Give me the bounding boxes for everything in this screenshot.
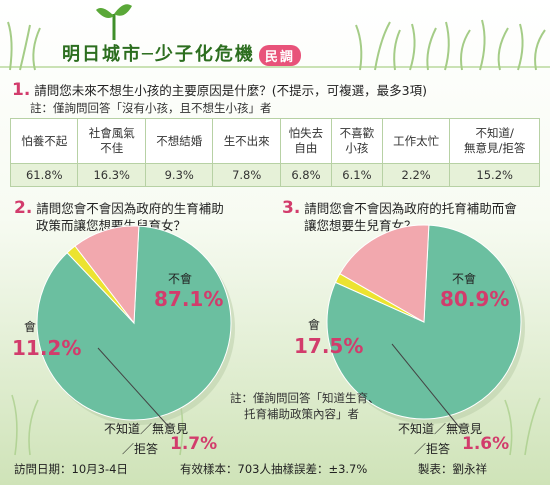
q1-table-header-2: 不想結婚 bbox=[144, 118, 214, 164]
q1-text: 請問您未來不想生小孩的主要原因是什麼？(不提示，可複選，最多3項) bbox=[34, 83, 427, 98]
q1-table-header-text: 不喜歡 bbox=[339, 126, 375, 140]
q1-table-header-6: 工作太忙 bbox=[381, 118, 451, 164]
q1-table-value-3: 7.8% bbox=[212, 163, 281, 187]
q1-table: 怕養不起 社會風氣 不佳 不想結婚 生不出來 怕失去 自由 不喜歡 小孩 工作太忙 不知道/無意見/… bbox=[9, 118, 540, 187]
q1-table-header-3: 生不出來 bbox=[212, 118, 281, 164]
q1-table-header-text: 小孩 bbox=[345, 141, 369, 155]
q3-pie-chart bbox=[326, 224, 525, 424]
q3-yes-label: 會 bbox=[308, 318, 321, 332]
page-title: 明日城市─少子化危機 民調 bbox=[62, 40, 301, 66]
q2-dk-label-line2: ／拒答 bbox=[122, 442, 159, 456]
footer-maker: 製表：劉永祥 bbox=[418, 462, 487, 476]
footer-sample: 有效樣本：703人抽樣誤差：±3.7% bbox=[180, 462, 368, 476]
q1-table-value-6: 2.2% bbox=[381, 163, 451, 187]
q1-table-header-7: 不知道/無意見/拒答 bbox=[449, 118, 540, 164]
q1-question: 1. 請問您未來不想生小孩的主要原因是什麼？(不提示，可複選，最多3項) bbox=[12, 82, 542, 99]
q2-text-line1: 請問您會不會因為政府的生育補助 bbox=[36, 201, 224, 216]
sprout-icon bbox=[96, 4, 132, 40]
q3-note-line1: 註：僅詢問回答「知道生育、 bbox=[230, 391, 380, 405]
q1-number: 1. bbox=[12, 80, 31, 100]
q3-yes-value: 17.5% bbox=[294, 334, 364, 358]
q2-yes-label: 會 bbox=[24, 320, 37, 334]
q1-table-header-text: 不想結婚 bbox=[156, 133, 203, 148]
q3-dk-label-line1: 不知道／無意見 bbox=[398, 422, 483, 436]
q2-dk-label-line1: 不知道／無意見 bbox=[104, 422, 189, 436]
q1-table-header-text: 不佳 bbox=[100, 141, 124, 155]
q3-question: 3. 請問您會不會因為政府的托育補助而會 讓您想要生兒育女？ bbox=[282, 200, 550, 234]
q1-table-value-0: 61.8% bbox=[9, 163, 79, 187]
q1-table-value-7: 15.2% bbox=[449, 163, 540, 187]
q1-table-value-1: 16.3% bbox=[77, 163, 146, 187]
q1-table-header-text: 怕養不起 bbox=[21, 133, 68, 148]
q3-dk-value: 1.6% bbox=[462, 434, 510, 454]
footer-date: 訪問日期：10月3-4日 bbox=[14, 462, 128, 476]
title-text: 明日城市─少子化危機 bbox=[62, 44, 255, 65]
q3-dk-leader-line bbox=[391, 343, 461, 429]
q1-table-header-text: 自由 bbox=[294, 141, 318, 155]
q2-yes-value: 11.2% bbox=[12, 336, 82, 360]
poll-badge: 民調 bbox=[258, 44, 301, 66]
q2-dk-value: 1.7% bbox=[170, 434, 218, 454]
q3-text-line1: 請問您會不會因為政府的托育補助而會 bbox=[304, 201, 517, 216]
q1-table-value-5: 6.1% bbox=[330, 163, 383, 187]
q1-table-header-text: 不知道/ bbox=[475, 126, 514, 140]
q3-text-line2: 讓您想要生兒育女？ bbox=[304, 218, 417, 233]
q1-note: 註：僅詢問回答「沒有小孩，且不想生小孩」者 bbox=[30, 101, 272, 115]
q3-no-value: 80.9% bbox=[440, 287, 510, 311]
q3-number: 3. bbox=[282, 198, 301, 218]
q3-note-line2: 托育補助政策內容」者 bbox=[244, 407, 359, 421]
q2-no-label: 不會 bbox=[168, 272, 193, 286]
q1-table-value-4: 6.8% bbox=[279, 163, 332, 187]
q1-table-header-text: 社會風氣 bbox=[88, 126, 135, 140]
q2-pie-slice-yes bbox=[74, 225, 140, 325]
q1-table-header-text: 工作太忙 bbox=[393, 133, 440, 148]
q1-table-header-text: 生不出來 bbox=[223, 133, 270, 148]
q2-no-value: 87.1% bbox=[154, 287, 224, 311]
q2-pie-chart bbox=[36, 225, 235, 425]
q1-table-header-1: 社會風氣 不佳 bbox=[77, 118, 146, 164]
q3-dk-label-line2: ／拒答 bbox=[414, 442, 451, 456]
q1-table-header-text: 怕失去 bbox=[288, 126, 324, 140]
q2-number: 2. bbox=[14, 198, 33, 218]
q3-pie-slice-yes bbox=[339, 224, 430, 323]
q1-table-header-text: 無意見/拒答 bbox=[463, 141, 526, 155]
q2-dk-leader-line bbox=[97, 347, 171, 429]
q3-no-label: 不會 bbox=[452, 272, 477, 286]
